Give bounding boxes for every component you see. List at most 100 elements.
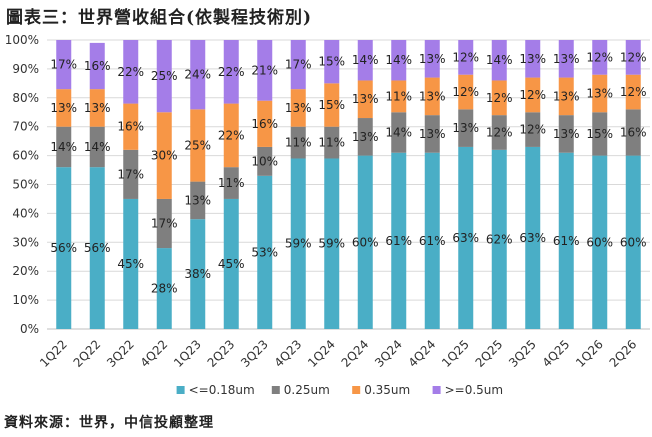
data-label: 12% bbox=[620, 85, 647, 99]
y-tick-label: 70% bbox=[12, 120, 39, 134]
chart-title: 圖表三：世界營收組合(依製程技術別) bbox=[6, 8, 313, 28]
data-label: 13% bbox=[50, 101, 77, 115]
bar-segment bbox=[223, 103, 239, 168]
bar-segment bbox=[123, 149, 139, 199]
data-label: 13% bbox=[285, 101, 312, 115]
bar-segment bbox=[391, 112, 407, 153]
bar-segment bbox=[458, 74, 474, 110]
bar-segment bbox=[592, 112, 608, 156]
data-label: 53% bbox=[251, 245, 278, 259]
x-tick-label: 3Q25 bbox=[506, 337, 539, 370]
bar-segment bbox=[491, 40, 507, 81]
bar-segment bbox=[324, 40, 340, 84]
bar-segment bbox=[592, 40, 608, 75]
data-label: 15% bbox=[318, 98, 345, 112]
bar-segment bbox=[625, 74, 641, 110]
legend-label: 0.35um bbox=[364, 383, 410, 397]
bar-segment bbox=[89, 167, 105, 329]
bar-segment bbox=[257, 100, 273, 147]
data-label: 17% bbox=[117, 167, 144, 181]
data-label: 12% bbox=[486, 91, 513, 105]
x-tick-label: 1Q22 bbox=[37, 337, 70, 370]
legend-swatch bbox=[352, 386, 361, 394]
data-label: 21% bbox=[251, 63, 278, 77]
bar-segment bbox=[324, 158, 340, 329]
data-label: 13% bbox=[553, 89, 580, 103]
bar-segment bbox=[123, 198, 139, 329]
data-label: 12% bbox=[519, 88, 546, 102]
bar-segment bbox=[56, 126, 72, 168]
y-tick-label: 30% bbox=[12, 235, 39, 249]
y-tick-label: 0% bbox=[20, 322, 39, 336]
bar-segment bbox=[458, 146, 474, 329]
data-label: 17% bbox=[285, 58, 312, 72]
bar-segment bbox=[89, 89, 105, 127]
data-label: 13% bbox=[553, 127, 580, 141]
bar-segment bbox=[257, 40, 273, 101]
y-tick-label: 10% bbox=[12, 293, 39, 307]
data-label: 60% bbox=[352, 235, 379, 249]
data-label: 56% bbox=[84, 241, 111, 255]
data-label: 10% bbox=[251, 154, 278, 168]
legend-label: 0.25um bbox=[284, 383, 330, 397]
x-tick-label: 4Q23 bbox=[272, 337, 305, 370]
y-tick-label: 100% bbox=[5, 33, 39, 47]
data-label: 13% bbox=[452, 121, 479, 135]
x-tick-label: 2Q26 bbox=[607, 337, 640, 370]
data-label: 12% bbox=[452, 50, 479, 64]
bar-segment bbox=[625, 155, 641, 329]
bar-segment bbox=[558, 115, 574, 153]
y-tick-label: 60% bbox=[12, 149, 39, 163]
x-tick-label: 4Q24 bbox=[406, 337, 439, 370]
bar-segment bbox=[424, 77, 440, 116]
data-label: 16% bbox=[251, 117, 278, 131]
bar-segment bbox=[156, 248, 172, 329]
x-tick-label: 1Q25 bbox=[439, 337, 472, 370]
bar-segment bbox=[424, 152, 440, 329]
data-label: 22% bbox=[117, 65, 144, 79]
data-label: 59% bbox=[285, 237, 312, 251]
bar-segment bbox=[424, 40, 440, 78]
bar-segment bbox=[56, 89, 72, 127]
data-label: 13% bbox=[553, 52, 580, 66]
bar-segment bbox=[558, 77, 574, 116]
bar-segment bbox=[458, 109, 474, 147]
bar-segment bbox=[89, 126, 105, 168]
data-label: 14% bbox=[385, 125, 412, 139]
data-label: 12% bbox=[620, 50, 647, 64]
data-label: 24% bbox=[184, 68, 211, 82]
bar-segment bbox=[391, 40, 407, 81]
data-label: 16% bbox=[620, 125, 647, 139]
y-tick-label: 80% bbox=[12, 91, 39, 105]
y-tick-label: 50% bbox=[12, 178, 39, 192]
data-label: 63% bbox=[519, 231, 546, 245]
data-label: 13% bbox=[352, 130, 379, 144]
data-label: 13% bbox=[419, 52, 446, 66]
data-label: 13% bbox=[419, 89, 446, 103]
data-label: 25% bbox=[184, 138, 211, 152]
data-label: 45% bbox=[117, 257, 144, 271]
data-label: 62% bbox=[486, 232, 513, 246]
bar-segment bbox=[223, 40, 239, 104]
data-label: 12% bbox=[452, 85, 479, 99]
legend: <=0.18um 0.25um 0.35um >=0.5um bbox=[176, 383, 503, 397]
data-label: 56% bbox=[50, 241, 77, 255]
bar-segment bbox=[190, 181, 206, 220]
data-label: 13% bbox=[84, 101, 111, 115]
data-label: 45% bbox=[218, 257, 245, 271]
bar-segment bbox=[491, 149, 507, 329]
bar-segment bbox=[190, 219, 206, 329]
bar-segment bbox=[525, 77, 541, 113]
data-label: 12% bbox=[519, 123, 546, 137]
data-label: 14% bbox=[50, 140, 77, 154]
data-label: 11% bbox=[218, 176, 245, 190]
data-label: 11% bbox=[385, 89, 412, 103]
bars: 56% 14% 13% 17% 56% 14% 13% 16% 45% 17% 16% 22% 28% 1… bbox=[50, 40, 647, 329]
bar-segment bbox=[89, 42, 105, 90]
bar-segment bbox=[491, 80, 507, 116]
bar-segment bbox=[424, 115, 440, 153]
bar-segment bbox=[156, 40, 172, 113]
x-tick-label: 1Q23 bbox=[171, 337, 204, 370]
bar-segment bbox=[190, 40, 206, 110]
